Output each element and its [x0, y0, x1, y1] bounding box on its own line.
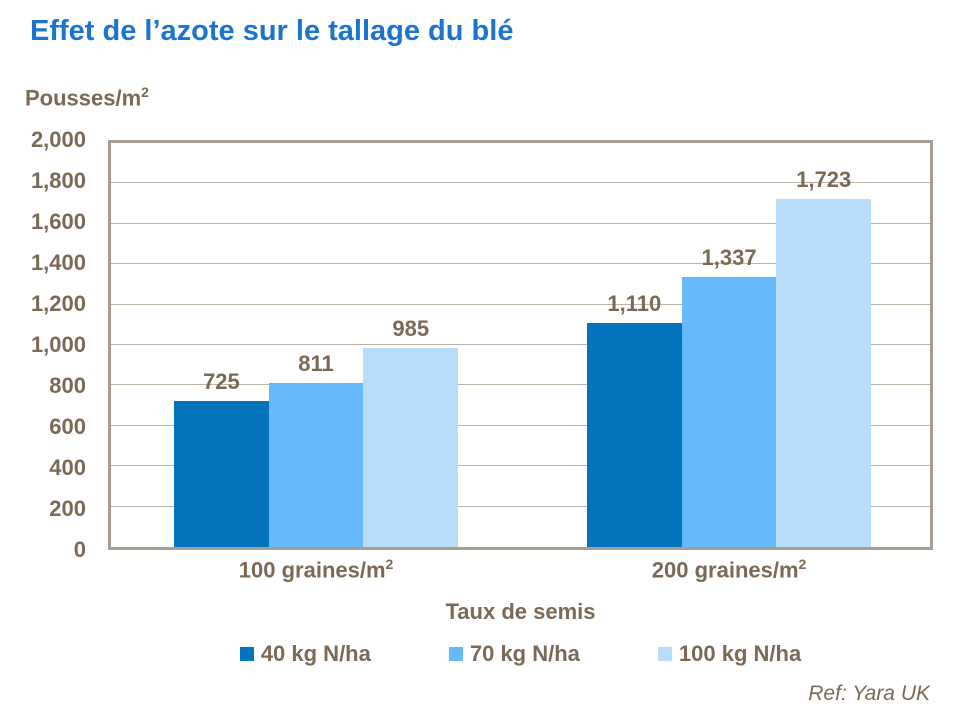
legend-label: 100 kg N/ha — [678, 641, 802, 666]
legend-item-70-kg-n-ha: 70 kg N/ha — [448, 641, 580, 667]
bar-value-label: 985 — [392, 316, 430, 342]
reference-note: Ref: Yara UK — [808, 682, 930, 705]
y-tick-label: 1,400 — [30, 250, 86, 275]
legend-item-40-kg-n-ha: 40 kg N/ha — [239, 641, 371, 667]
bar-value-label: 1,723 — [796, 166, 852, 192]
legend-swatch-icon — [448, 647, 463, 661]
y-tick-label: 1,000 — [30, 332, 86, 357]
y-axis-title-text: Pousses/m — [25, 85, 142, 111]
x-category-label: 100 graines/m2 — [238, 556, 394, 583]
x-category-labels: 100 graines/m2 200 graines/m2 — [108, 556, 933, 588]
y-axis-tick-labels: 0 200 400 600 800 1,000 1,200 1,400 1,600 1,800 2,… — [0, 129, 94, 561]
y-tick-label: 200 — [49, 496, 86, 521]
bar-value-label: 725 — [202, 368, 240, 394]
legend-swatch-icon — [239, 647, 254, 661]
x-category-label: 200 graines/m2 — [651, 556, 807, 583]
y-tick-label: 0 — [73, 537, 86, 562]
gridline — [111, 182, 930, 184]
bar-value-label: 1,110 — [607, 290, 662, 316]
bar-70-kg-n-ha — [268, 383, 364, 547]
legend-label: 40 kg N/ha — [260, 641, 371, 666]
y-tick-label: 600 — [49, 414, 86, 439]
y-tick-label: 2,000 — [30, 127, 86, 152]
y-tick-label: 400 — [49, 455, 86, 480]
gridline — [111, 384, 930, 386]
y-tick-label: 1,600 — [30, 209, 86, 234]
bar-value-label: 811 — [298, 351, 334, 377]
gridline — [111, 222, 930, 224]
legend-swatch-icon — [657, 647, 672, 661]
y-axis-title: Pousses/m2 — [25, 84, 149, 111]
x-axis-title: Taux de semis — [445, 599, 596, 624]
bar-100-kg-n-ha — [776, 198, 872, 547]
y-tick-label: 1,200 — [30, 291, 86, 316]
y-axis-title-superscript: 2 — [141, 84, 149, 100]
bar-value-label: 1,337 — [701, 244, 757, 270]
legend-item-100-kg-n-ha: 100 kg N/ha — [657, 641, 802, 667]
chart-title: Effet de l’azote sur le tallage du blé — [30, 15, 514, 47]
bar-40-kg-n-ha — [174, 400, 269, 547]
gridline — [111, 263, 930, 265]
legend-label: 70 kg N/ha — [469, 641, 580, 666]
gridline — [111, 424, 930, 426]
gridline — [111, 303, 930, 305]
plot-area: 725 1,110 811 1,337 985 1,723 — [108, 140, 933, 550]
y-tick-label: 1,800 — [30, 168, 86, 193]
gridline — [111, 465, 930, 467]
bar-100-kg-n-ha — [363, 348, 459, 547]
gridline — [111, 505, 930, 507]
legend: 40 kg N/ha 70 kg N/ha 100 kg N/ha — [108, 641, 933, 667]
bar-70-kg-n-ha — [681, 276, 777, 547]
y-tick-label: 800 — [49, 373, 86, 398]
bar-40-kg-n-ha — [587, 322, 682, 547]
gridline — [111, 344, 930, 345]
